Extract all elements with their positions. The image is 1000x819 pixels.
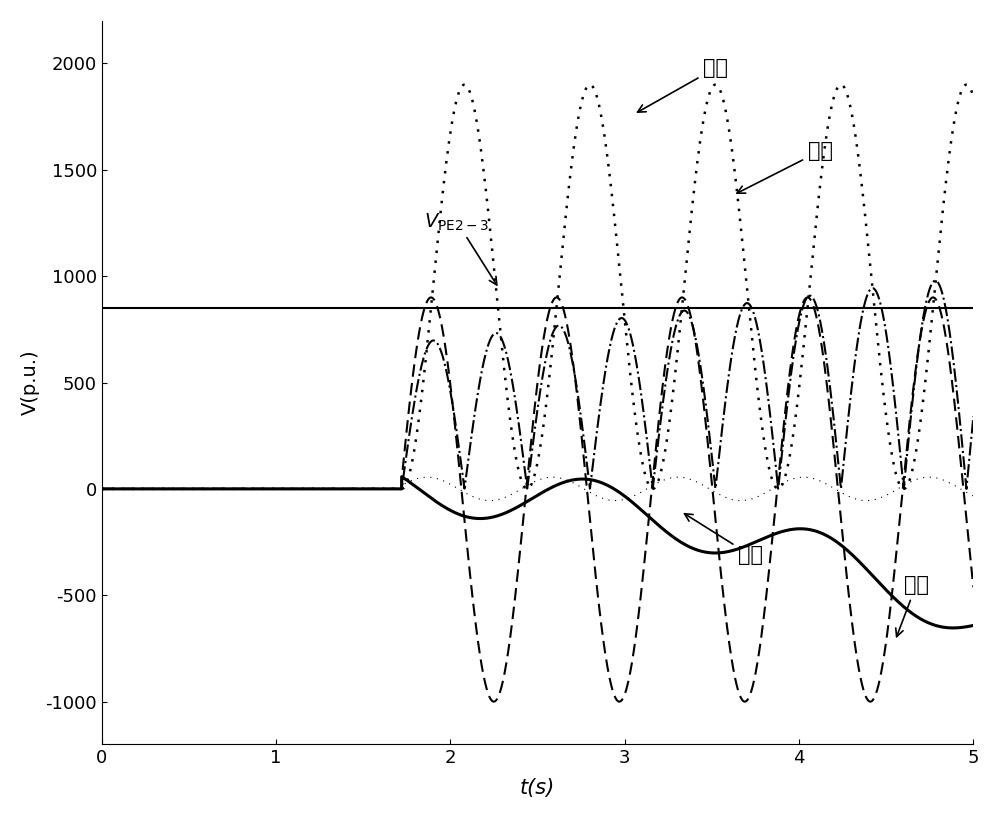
Text: $V_\mathrm{PE2-3}$: $V_\mathrm{PE2-3}$ xyxy=(424,211,497,285)
X-axis label: t(s): t(s) xyxy=(520,778,555,799)
Text: 风电: 风电 xyxy=(896,575,929,636)
Text: 势能: 势能 xyxy=(737,141,833,193)
Text: 动能: 动能 xyxy=(638,58,728,112)
Y-axis label: V(p.u.): V(p.u.) xyxy=(21,350,40,415)
Text: 抽蓄: 抽蓄 xyxy=(685,514,763,565)
